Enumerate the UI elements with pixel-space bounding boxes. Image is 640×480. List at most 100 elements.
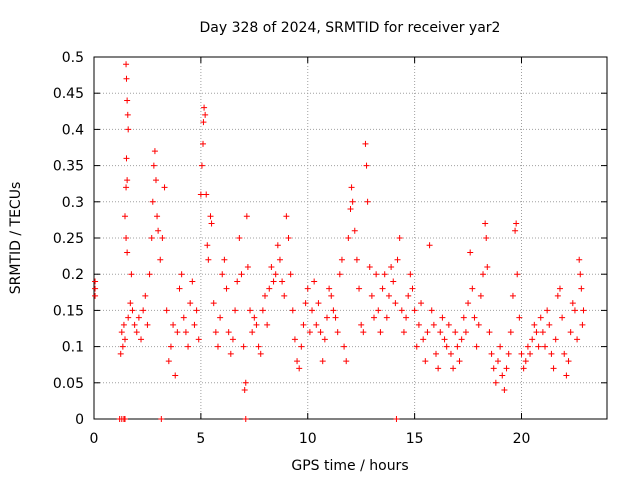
data-point bbox=[294, 358, 301, 365]
data-point bbox=[123, 61, 130, 68]
x-tick-label: 15 bbox=[406, 431, 424, 447]
data-point bbox=[499, 372, 506, 379]
data-point bbox=[174, 329, 181, 336]
data-point bbox=[121, 416, 128, 422]
data-point bbox=[187, 300, 194, 307]
data-point bbox=[433, 350, 439, 357]
data-point bbox=[524, 343, 531, 350]
data-point bbox=[390, 278, 397, 285]
data-point bbox=[285, 235, 292, 241]
data-point bbox=[197, 191, 204, 198]
data-point bbox=[225, 329, 232, 336]
y-tick-label: 0.35 bbox=[53, 159, 84, 175]
data-point bbox=[358, 321, 365, 328]
data-point bbox=[539, 329, 546, 336]
data-point bbox=[298, 343, 305, 350]
data-point bbox=[330, 307, 337, 314]
data-point bbox=[125, 314, 132, 321]
data-point bbox=[144, 321, 151, 328]
data-point bbox=[385, 292, 392, 299]
data-point bbox=[131, 321, 138, 328]
data-point bbox=[123, 155, 130, 162]
data-point bbox=[580, 307, 587, 314]
data-point bbox=[482, 220, 489, 227]
data-point bbox=[334, 329, 341, 336]
data-point bbox=[180, 314, 187, 321]
data-point bbox=[266, 285, 273, 292]
data-point bbox=[319, 358, 326, 365]
data-point bbox=[117, 350, 124, 357]
data-point bbox=[249, 329, 256, 336]
data-point bbox=[477, 292, 484, 299]
data-point bbox=[393, 416, 400, 422]
data-point bbox=[349, 198, 356, 205]
data-point bbox=[492, 379, 499, 386]
data-point bbox=[152, 177, 159, 184]
data-point bbox=[394, 256, 401, 263]
data-point bbox=[336, 271, 343, 278]
data-point bbox=[494, 358, 501, 365]
data-point bbox=[348, 184, 355, 191]
data-point bbox=[488, 350, 495, 357]
data-point bbox=[176, 285, 183, 292]
data-point bbox=[154, 213, 161, 220]
data-point bbox=[149, 198, 156, 205]
data-point bbox=[415, 321, 422, 328]
data-point bbox=[377, 329, 384, 336]
data-point bbox=[396, 235, 403, 241]
data-point bbox=[198, 162, 205, 169]
y-tick-label: 0.25 bbox=[53, 231, 84, 247]
data-point bbox=[296, 365, 303, 372]
data-point bbox=[576, 256, 583, 263]
data-point bbox=[207, 213, 214, 220]
data-point bbox=[274, 242, 281, 249]
x-tick-label: 0 bbox=[90, 431, 99, 447]
data-point bbox=[561, 350, 568, 357]
data-point bbox=[443, 343, 450, 350]
data-point bbox=[193, 307, 200, 314]
data-point bbox=[120, 321, 127, 328]
data-point bbox=[243, 213, 250, 220]
data-point bbox=[242, 379, 249, 386]
data-point bbox=[447, 350, 454, 357]
data-point bbox=[497, 343, 504, 350]
data-point bbox=[124, 111, 131, 118]
data-point bbox=[413, 343, 420, 350]
data-point bbox=[503, 365, 510, 372]
data-point bbox=[124, 177, 131, 184]
data-point bbox=[567, 329, 574, 336]
data-point bbox=[283, 213, 290, 220]
data-point bbox=[426, 242, 433, 249]
data-point bbox=[516, 314, 523, 321]
data-point bbox=[439, 314, 446, 321]
data-point bbox=[317, 329, 324, 336]
data-point bbox=[452, 329, 459, 336]
data-point bbox=[445, 321, 452, 328]
data-point bbox=[191, 321, 198, 328]
data-point bbox=[565, 358, 572, 365]
data-point bbox=[151, 148, 158, 155]
data-point bbox=[264, 321, 271, 328]
y-tick-label: 0.45 bbox=[53, 86, 84, 102]
data-point bbox=[460, 314, 467, 321]
data-point bbox=[509, 292, 516, 299]
data-point bbox=[270, 278, 277, 285]
data-point bbox=[127, 300, 134, 307]
data-point bbox=[418, 300, 425, 307]
data-point bbox=[409, 285, 416, 292]
data-point bbox=[454, 343, 461, 350]
data-point bbox=[373, 271, 380, 278]
data-point bbox=[544, 307, 551, 314]
data-point bbox=[556, 285, 563, 292]
data-point bbox=[124, 249, 131, 256]
data-point bbox=[518, 350, 525, 357]
data-point bbox=[257, 350, 264, 357]
data-point bbox=[135, 314, 142, 321]
data-point bbox=[287, 271, 294, 278]
y-tick-label: 0.2 bbox=[62, 267, 84, 283]
data-point bbox=[480, 271, 487, 278]
data-point bbox=[163, 307, 170, 314]
data-point bbox=[189, 278, 196, 285]
data-point bbox=[422, 358, 429, 365]
